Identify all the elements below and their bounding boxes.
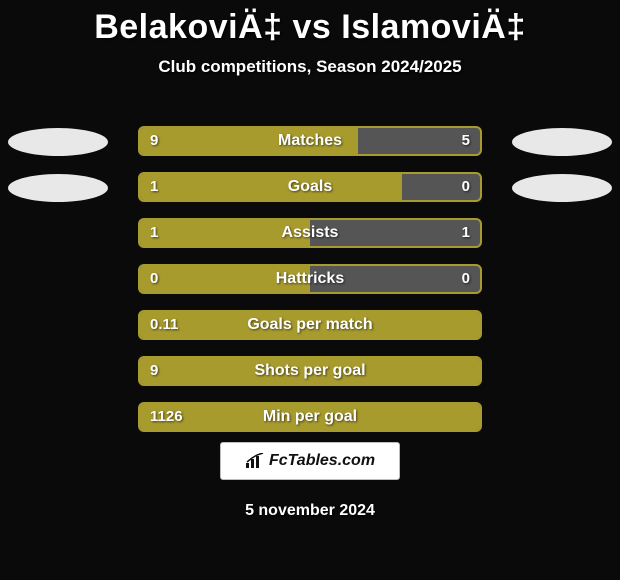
stat-bar-track <box>138 218 482 248</box>
stat-row: Matches95 <box>0 120 620 166</box>
stat-row: Assists11 <box>0 212 620 258</box>
logo-box[interactable]: FcTables.com <box>220 442 400 480</box>
player-oval-right <box>512 174 612 202</box>
stat-row: Shots per goal9 <box>0 350 620 396</box>
stat-bar-fill <box>140 266 310 292</box>
stat-bar-track <box>138 126 482 156</box>
stat-bar-track <box>138 172 482 202</box>
stat-bar-fill <box>140 220 310 246</box>
stat-rows: Matches95Goals10Assists11Hattricks00Goal… <box>0 120 620 442</box>
stat-row: Goals10 <box>0 166 620 212</box>
stat-bar-fill <box>140 128 358 154</box>
page-subtitle: Club competitions, Season 2024/2025 <box>0 57 620 77</box>
stat-bar-fill <box>140 174 402 200</box>
player-oval-left <box>8 128 108 156</box>
stat-bar-track <box>138 310 482 340</box>
date-label: 5 november 2024 <box>0 502 620 520</box>
stat-bar-fill <box>140 358 480 384</box>
stat-bar-track <box>138 402 482 432</box>
stat-row: Goals per match0.11 <box>0 304 620 350</box>
stat-bar-track <box>138 356 482 386</box>
stat-bar-fill <box>140 312 480 338</box>
logo-text: FcTables.com <box>269 452 375 470</box>
chart-icon <box>245 453 265 469</box>
stat-bar-track <box>138 264 482 294</box>
stat-row: Min per goal1126 <box>0 396 620 442</box>
stat-row: Hattricks00 <box>0 258 620 304</box>
player-oval-left <box>8 174 108 202</box>
stat-bar-fill <box>140 404 480 430</box>
player-oval-right <box>512 128 612 156</box>
page-title: BelakoviÄ‡ vs IslamoviÄ‡ <box>0 0 620 47</box>
comparison-card: BelakoviÄ‡ vs IslamoviÄ‡ Club competitio… <box>0 0 620 580</box>
